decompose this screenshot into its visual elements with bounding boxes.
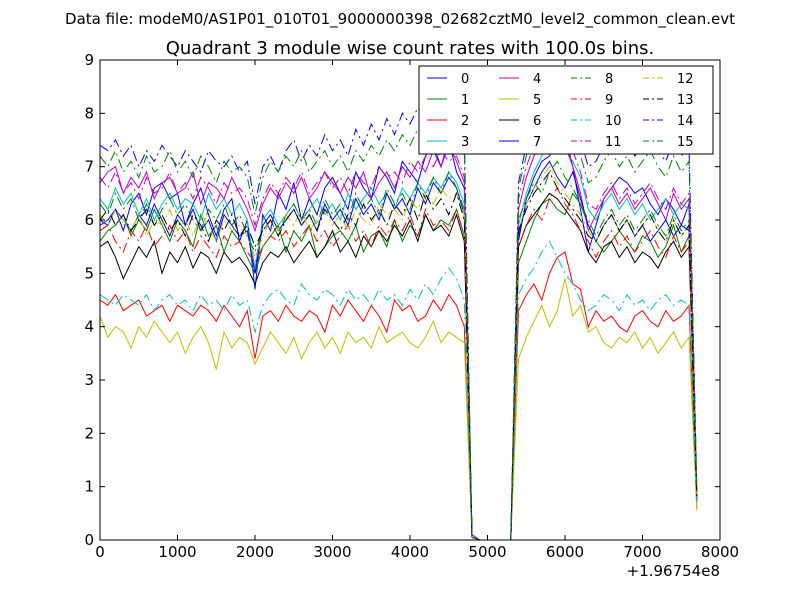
legend-label-11: 11 [605, 135, 622, 150]
legend-label-5: 5 [533, 93, 541, 108]
y-tick-label: 1 [84, 478, 94, 496]
series-line-11 [100, 101, 698, 540]
x-tick-label: 5000 [468, 543, 506, 561]
x-tick-label: 4000 [391, 543, 429, 561]
x-tick-label: 6000 [546, 543, 584, 561]
x-tick-label: 1000 [158, 543, 196, 561]
series-line-2 [100, 251, 698, 540]
legend-label-12: 12 [677, 72, 694, 87]
legend-label-9: 9 [605, 93, 613, 108]
plot-area: 0 1000 2000 3000 4000 5000 6000 7000 80000123456… [84, 51, 739, 561]
y-tick-label: 6 [84, 211, 94, 229]
series-line-4 [100, 106, 698, 540]
figure-suptitle: Data file: modeM0/AS1P01_010T01_90000003… [65, 10, 735, 29]
legend-label-15: 15 [677, 135, 694, 150]
y-tick-label: 3 [84, 371, 94, 389]
legend-label-10: 10 [605, 114, 622, 129]
series-line-5 [100, 278, 698, 540]
x-tick-label: 2000 [236, 543, 274, 561]
series-line-15 [100, 96, 698, 540]
legend-label-3: 3 [461, 135, 469, 150]
legend-label-2: 2 [461, 114, 469, 129]
series-line-14 [100, 85, 698, 540]
legend-label-13: 13 [677, 93, 694, 108]
x-tick-label: 3000 [313, 543, 351, 561]
series-line-7 [100, 160, 698, 540]
legend-label-8: 8 [605, 72, 613, 87]
y-tick-label: 7 [84, 158, 94, 176]
y-tick-label: 2 [84, 424, 94, 442]
x-axis-offset-label: +1.96754e8 [627, 562, 720, 580]
legend-label-6: 6 [533, 114, 541, 129]
chart-title: Quadrant 3 module wise count rates with … [166, 38, 655, 59]
legend-box [418, 65, 714, 155]
series-line-3 [100, 122, 698, 540]
series-line-8 [100, 160, 698, 540]
y-tick-label: 0 [84, 531, 94, 549]
y-tick-label: 8 [84, 104, 94, 122]
series-line-6 [100, 192, 698, 540]
series-line-0 [100, 133, 698, 540]
y-tick-label: 4 [84, 318, 94, 336]
series-line-9 [100, 187, 698, 540]
legend-label-7: 7 [533, 135, 541, 150]
series-line-1 [100, 192, 698, 540]
y-tick-label: 5 [84, 264, 94, 282]
y-tick-label: 9 [84, 51, 94, 69]
x-tick-label: 0 [95, 543, 105, 561]
x-tick-label: 7000 [623, 543, 661, 561]
legend-label-0: 0 [461, 72, 469, 87]
series-line-10 [100, 240, 698, 540]
series-line-13 [100, 171, 698, 540]
series-line-12 [100, 165, 698, 540]
legend-label-4: 4 [533, 72, 541, 87]
x-tick-label: 8000 [701, 543, 739, 561]
legend-label-14: 14 [677, 114, 694, 129]
legend-label-1: 1 [461, 93, 469, 108]
